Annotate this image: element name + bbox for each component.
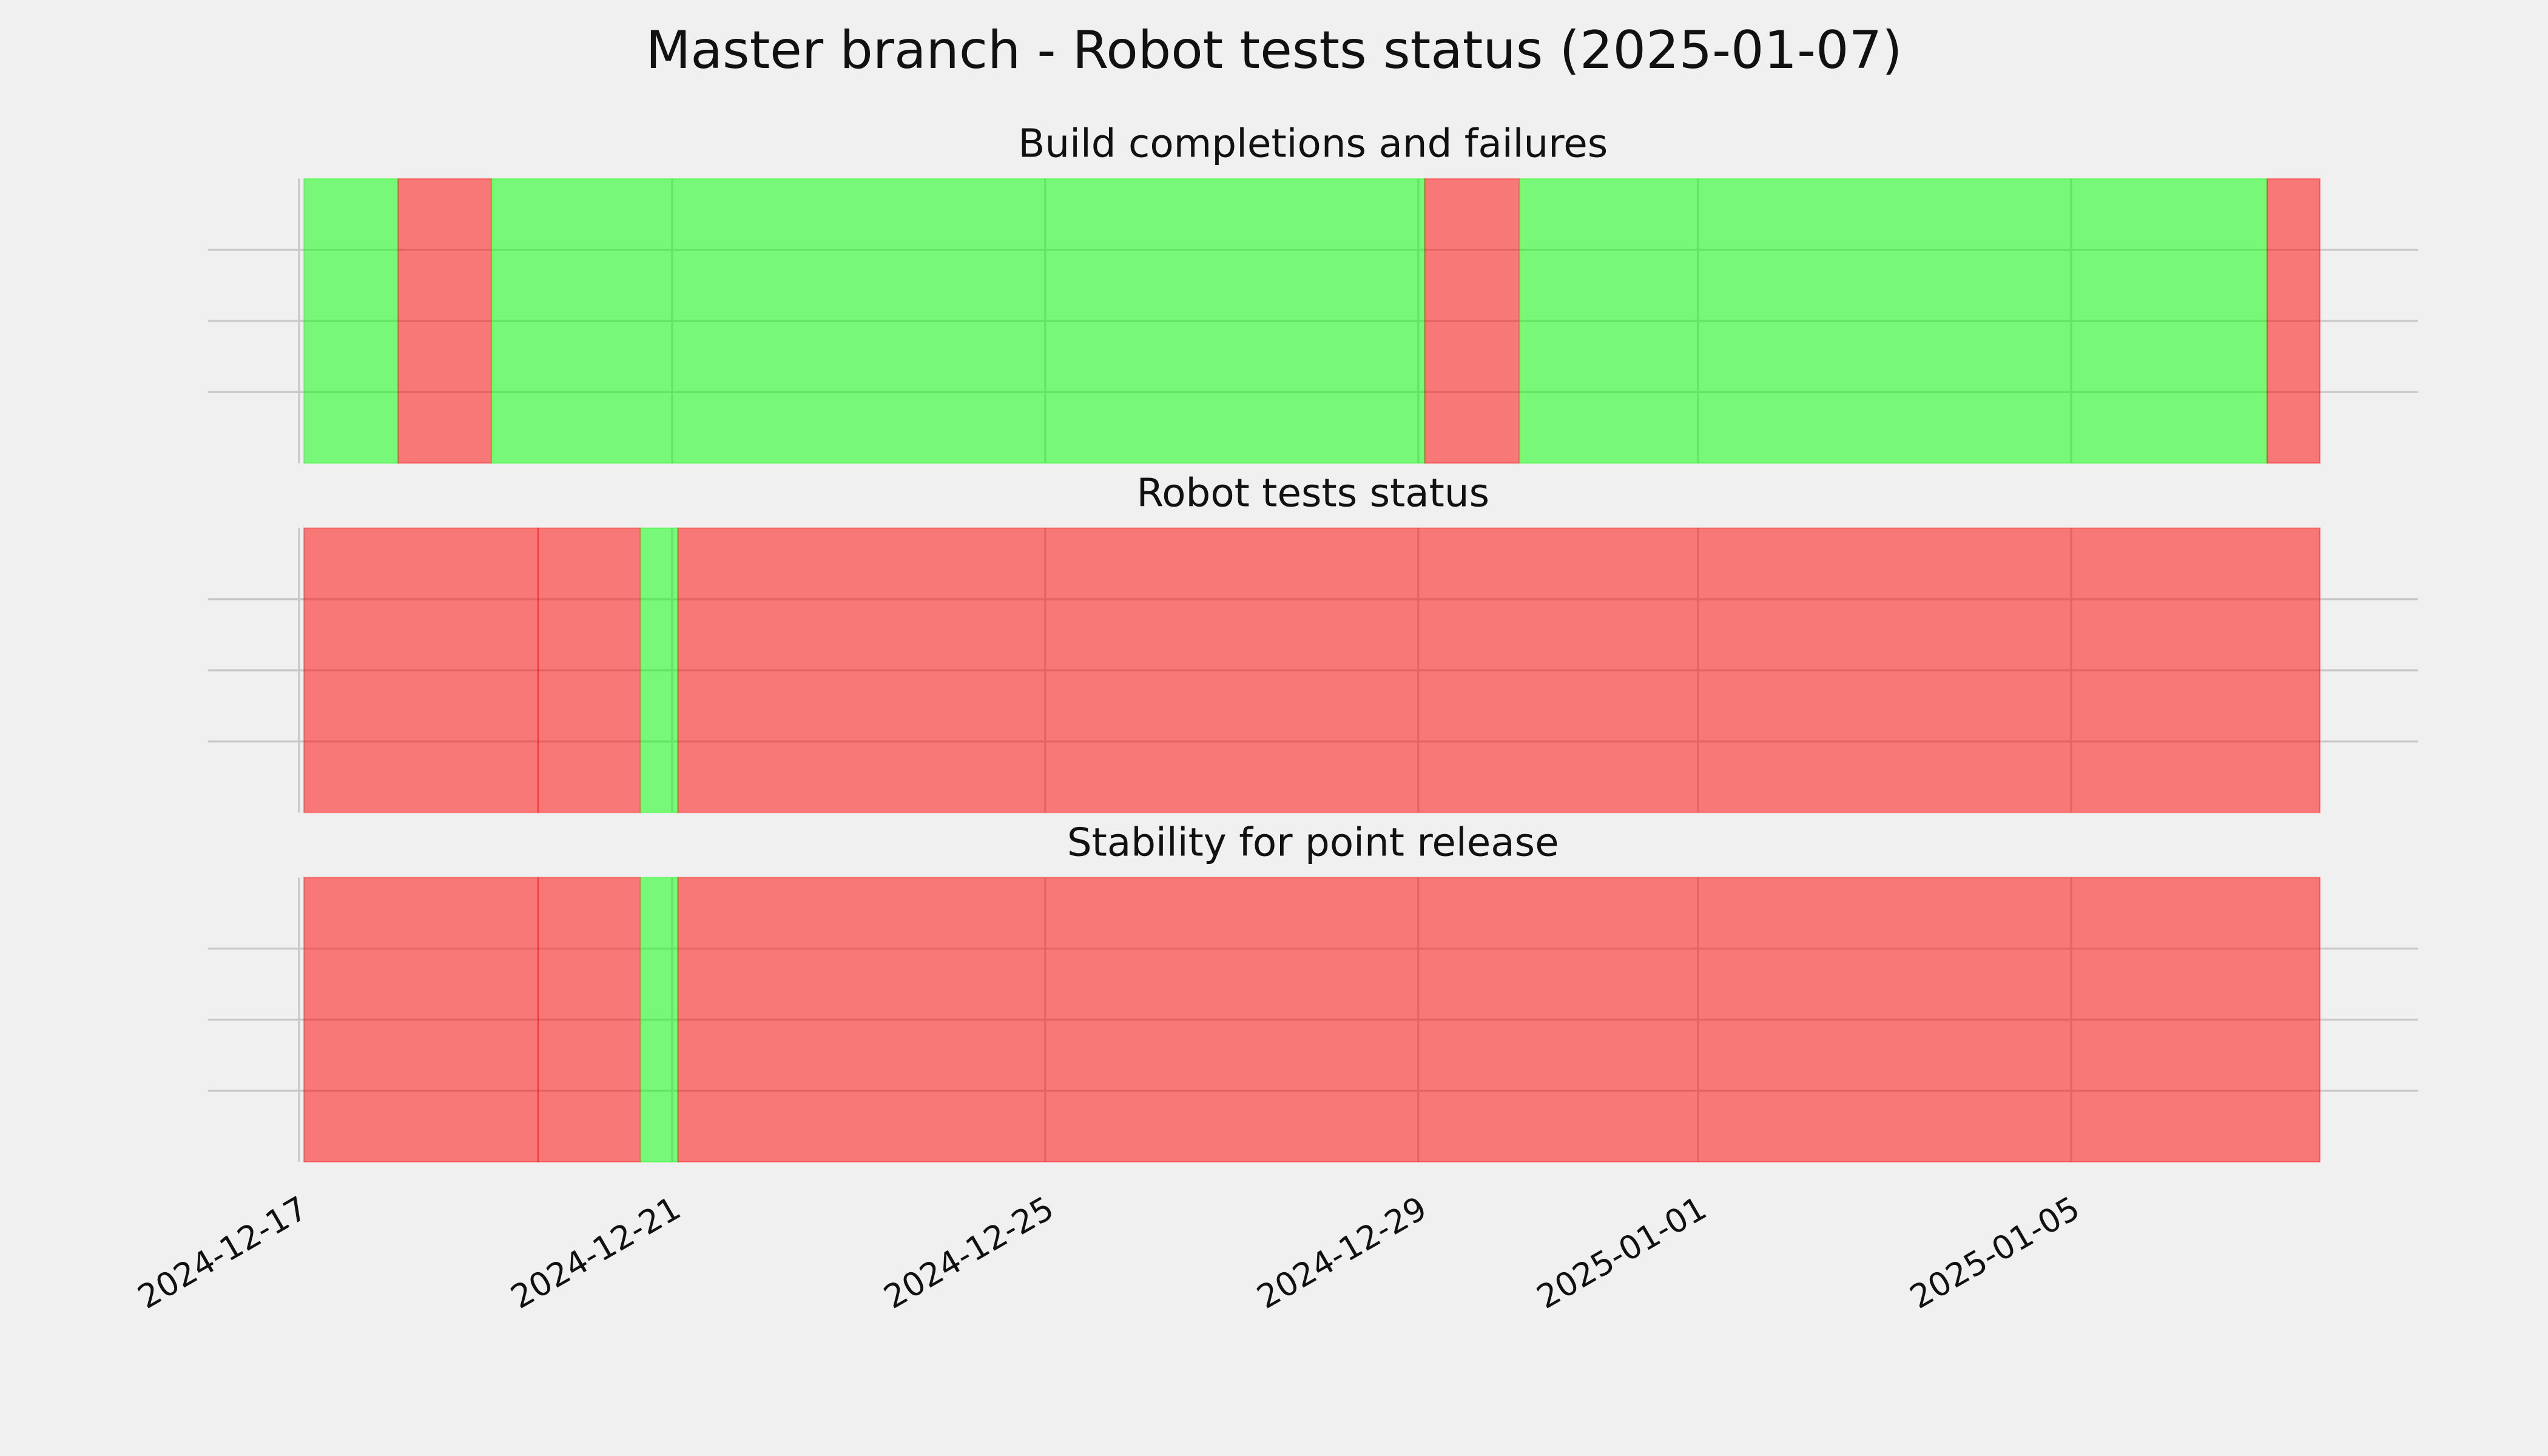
status-span: [2266, 178, 2321, 464]
status-span: [303, 527, 539, 814]
status-span: [677, 877, 2321, 1163]
status-span: [1518, 178, 2268, 464]
status-span: [303, 178, 399, 464]
status-span: [639, 527, 679, 814]
x-tick-label: 2024-12-29: [1250, 1189, 1433, 1316]
chart-title: Master branch - Robot tests status (2025…: [645, 20, 1902, 81]
x-tick-label: 2024-12-25: [877, 1189, 1060, 1316]
status-span: [639, 877, 679, 1163]
status-span: [677, 527, 2321, 814]
status-span: [303, 877, 539, 1163]
x-tick-label: 2025-01-05: [1903, 1189, 2086, 1316]
status-span: [1424, 178, 1520, 464]
status-span: [490, 178, 1426, 464]
x-tick-label: 2024-12-21: [504, 1189, 687, 1316]
x-tick-label: 2025-01-01: [1530, 1189, 1713, 1316]
panel-title: Build completions and failures: [1018, 121, 1608, 167]
status-span: [537, 527, 641, 814]
status-span: [397, 178, 493, 464]
x-tick-label: 2024-12-17: [131, 1189, 314, 1316]
panel-title: Robot tests status: [1136, 471, 1489, 516]
status-span: [537, 877, 641, 1163]
panel-title: Stability for point release: [1067, 820, 1559, 865]
